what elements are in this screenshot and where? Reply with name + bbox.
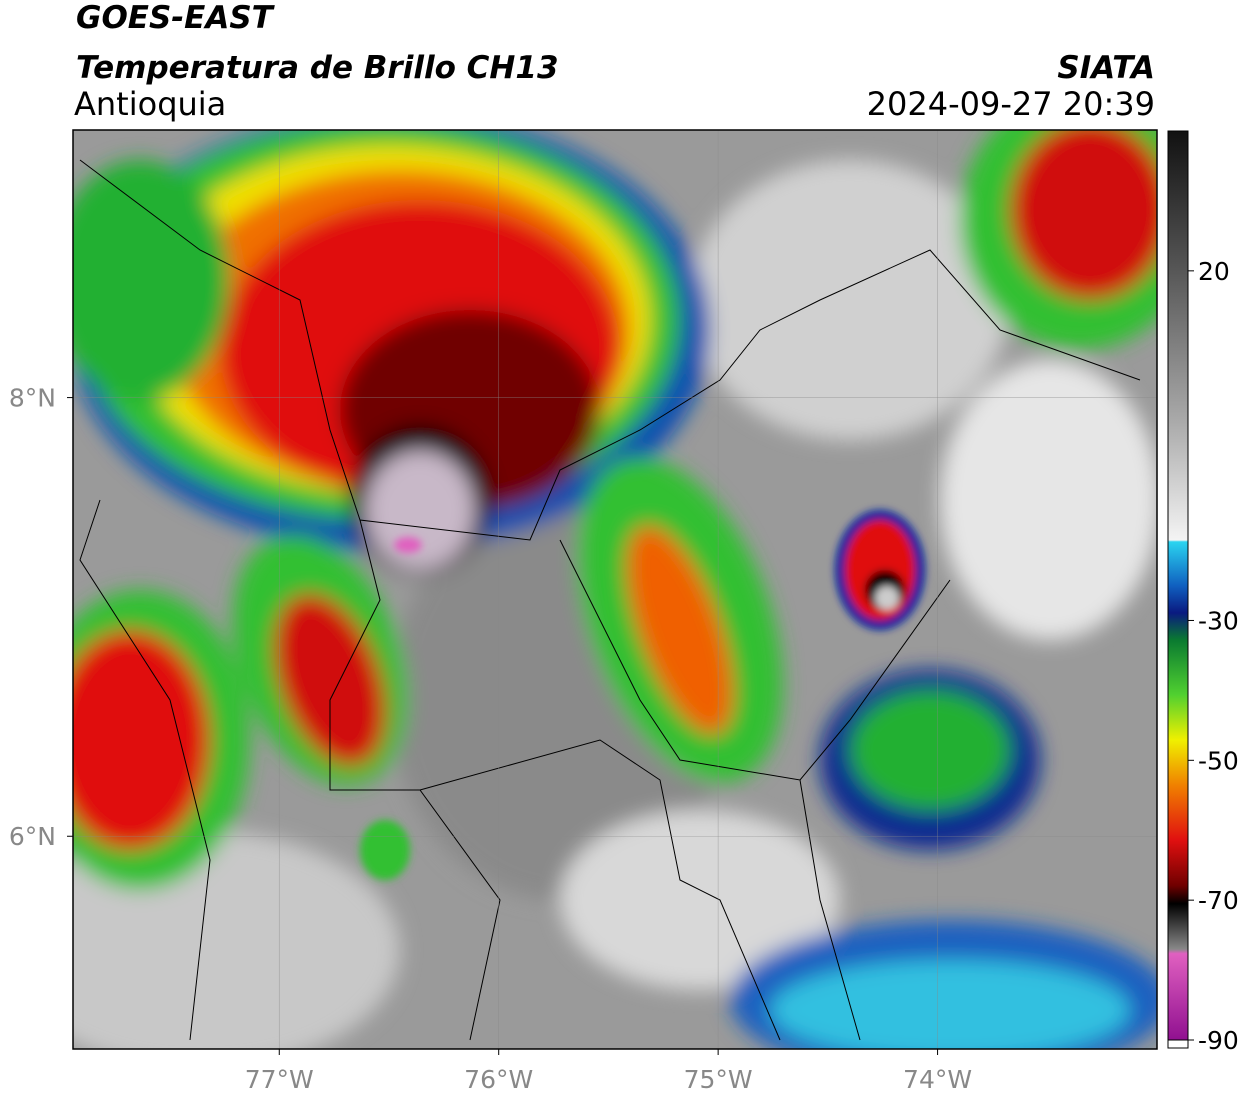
colorbar-tick-label: -30 [1198, 606, 1239, 635]
region: Antioquia [74, 85, 226, 123]
datetime: 2024-09-27 20:39 [867, 85, 1155, 123]
x-tick-label: 75°W [684, 1065, 753, 1094]
x-tick-label: 74°W [903, 1065, 972, 1094]
subtitle: Temperatura de Brillo CH13 [76, 50, 559, 86]
colorbar-frame [1167, 130, 1189, 1049]
y-tick-label: 6°N [9, 822, 56, 851]
title: GOES-EAST [76, 0, 276, 36]
x-tick-label: 77°W [245, 1065, 314, 1094]
colorbar-tick-label: -90 [1198, 1026, 1239, 1055]
grid [73, 130, 1157, 1049]
x-tick-label: 76°W [464, 1065, 533, 1094]
colorbar-tick-label: -70 [1198, 886, 1239, 915]
colorbar [1168, 131, 1188, 1040]
satellite-image [73, 130, 1157, 1049]
map-frame [72, 129, 1158, 1050]
colorbar-tick-label: 20 [1198, 257, 1230, 286]
source: SIATA [1057, 50, 1155, 86]
y-tick-label: 8°N [9, 384, 56, 413]
colorbar-under [1167, 1039, 1189, 1049]
colorbar-tick-label: -50 [1198, 746, 1239, 775]
